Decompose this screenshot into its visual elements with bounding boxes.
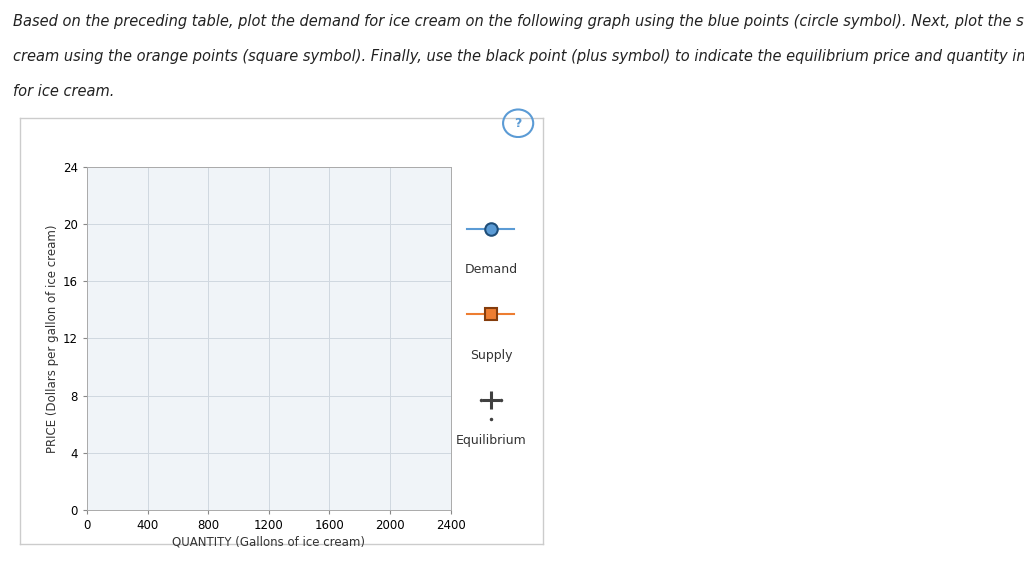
Y-axis label: PRICE (Dollars per gallon of ice cream): PRICE (Dollars per gallon of ice cream) bbox=[46, 224, 58, 453]
X-axis label: QUANTITY (Gallons of ice cream): QUANTITY (Gallons of ice cream) bbox=[172, 536, 366, 549]
Text: for ice cream.: for ice cream. bbox=[13, 84, 115, 98]
Text: cream using the orange points (square symbol). Finally, use the black point (plu: cream using the orange points (square sy… bbox=[13, 49, 1024, 64]
Text: Equilibrium: Equilibrium bbox=[456, 434, 526, 448]
Text: Demand: Demand bbox=[465, 263, 517, 276]
Text: Supply: Supply bbox=[470, 348, 512, 362]
Text: ?: ? bbox=[514, 118, 522, 130]
Text: Based on the preceding table, plot the demand for ice cream on the following gra: Based on the preceding table, plot the d… bbox=[13, 14, 1024, 29]
